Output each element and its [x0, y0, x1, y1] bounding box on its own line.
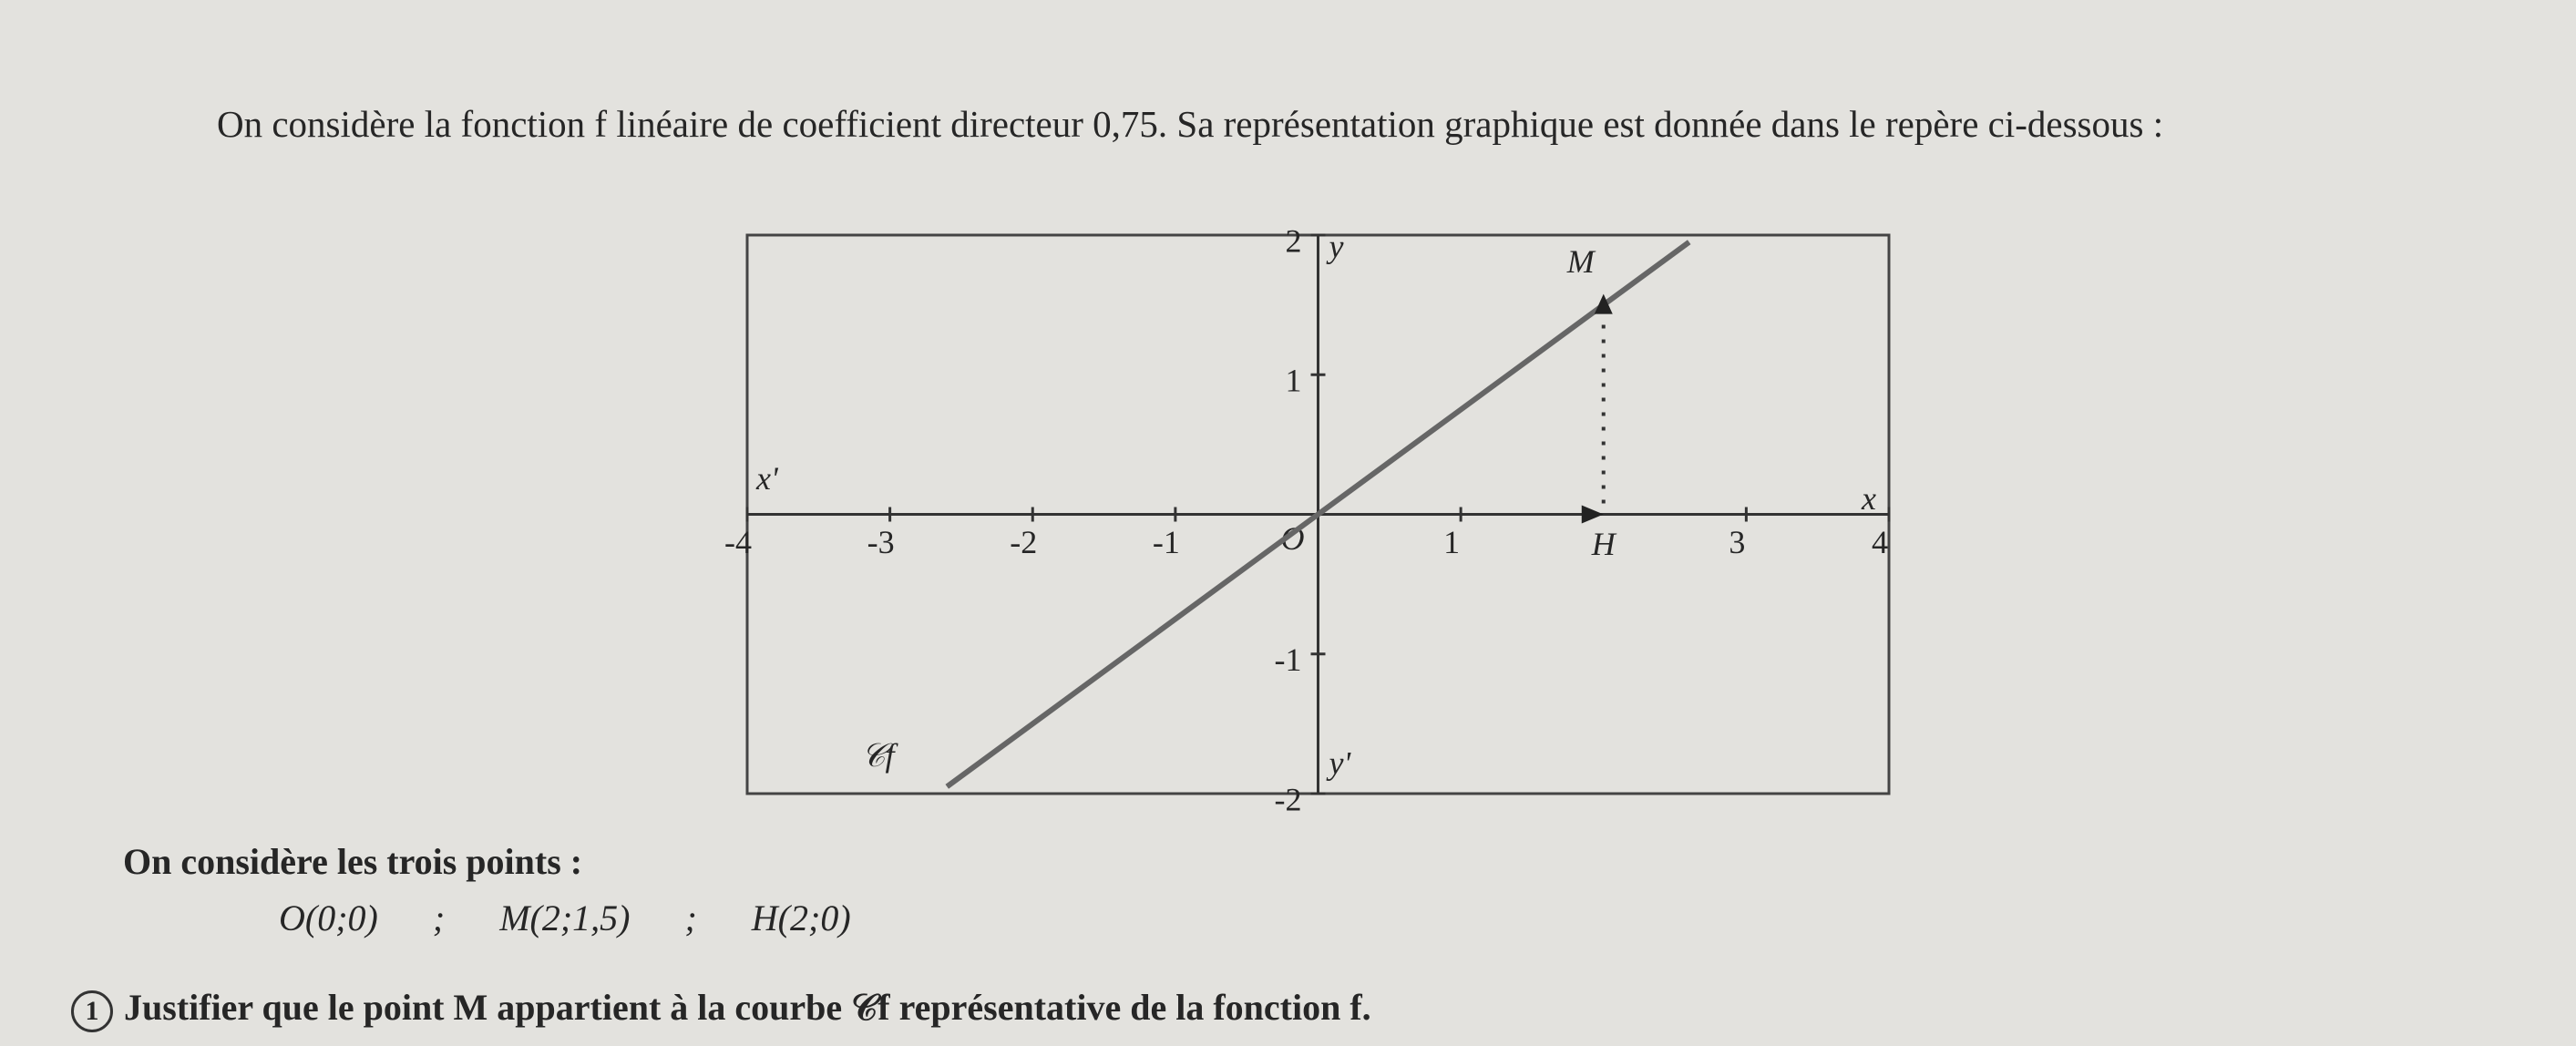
x-tick-label: 3	[1729, 524, 1745, 560]
y-tick-label: -2	[1275, 781, 1302, 817]
y-tick-label: -1	[1275, 641, 1302, 678]
point-def: M(2;1,5)	[499, 897, 631, 938]
axis-label: y'	[1327, 744, 1352, 781]
point-marker	[1594, 293, 1613, 314]
points-list: O(0;0) ; M(2;1,5) ; H(2;0)	[279, 897, 897, 939]
point-def: H(2;0)	[751, 897, 851, 938]
separator: ;	[684, 897, 697, 938]
points-intro: On considère les trois points :	[123, 841, 583, 882]
axis-label: x	[1861, 480, 1876, 517]
x-tick-label: -2	[1010, 524, 1037, 560]
separator: ;	[432, 897, 446, 938]
x-tick-label: 4	[1872, 524, 1888, 560]
x-tick-label: -4	[724, 524, 752, 560]
curve-label: 𝒞f	[861, 737, 898, 774]
x-tick-label: -3	[867, 524, 895, 560]
intro-text: On considère la fonction f linéaire de c…	[217, 103, 2164, 145]
point-label: M	[1566, 243, 1596, 280]
y-tick-label: 2	[1286, 222, 1302, 259]
axis-label: x'	[755, 460, 779, 497]
x-tick-label: 1	[1443, 524, 1460, 560]
x-tick-label: -1	[1153, 524, 1180, 560]
question-text: Justifier que le point M appartient à la…	[124, 987, 1371, 1028]
point-marker	[1581, 505, 1604, 524]
point-def: O(0;0)	[279, 897, 378, 938]
point-label: H	[1591, 526, 1617, 562]
y-tick-label: 1	[1286, 363, 1302, 399]
question: 1 Justifier que le point M appartient à l…	[71, 986, 1371, 1032]
function-line	[945, 240, 1691, 789]
question-number: 1	[71, 990, 113, 1032]
axis-label: y	[1327, 228, 1344, 264]
